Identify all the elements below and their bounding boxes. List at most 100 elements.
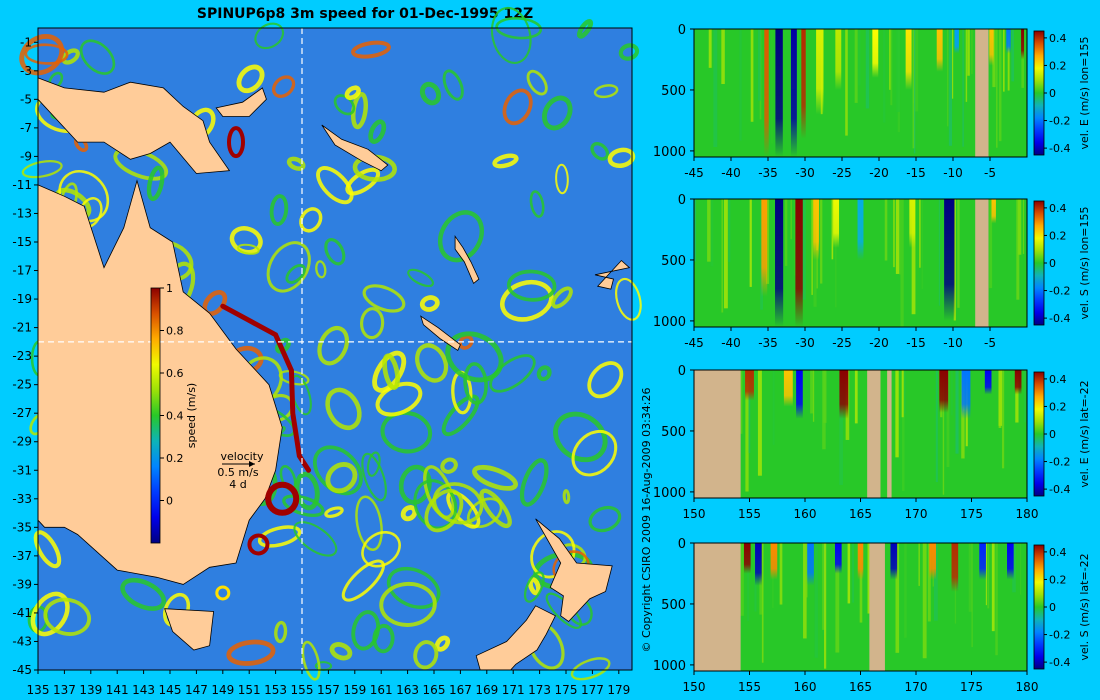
section-texture (758, 29, 761, 101)
velocity-core (1006, 29, 1010, 53)
velocity-core (761, 199, 767, 297)
section-texture (900, 199, 903, 326)
section-colorbar (1034, 545, 1044, 669)
section-colorbar-tick-label: 0 (1049, 601, 1056, 614)
section-panel-3: 150 155 160 165 170 175 180 0 500 1000 0.4 0.2 0 -0.2… (653, 364, 1091, 521)
velocity-core (744, 543, 751, 573)
section-texture (885, 199, 888, 261)
map-y-tick-label: -1 (20, 35, 32, 49)
section-x-tick-label: -45 (684, 336, 704, 350)
speed-colorbar (151, 288, 160, 543)
section-texture (896, 29, 900, 112)
section-y-tick-label: 1000 (653, 659, 686, 674)
section-x-tick-label: -5 (984, 166, 996, 180)
velocity-core (816, 29, 823, 114)
section-x-tick-label: 175 (960, 680, 983, 694)
velocity-core (813, 199, 819, 260)
figure-title: SPINUP6p8 3m speed for 01-Dec-1995 12Z (197, 6, 533, 22)
copyright-notice: © Copyright CSIRO 2009 16-Aug-2009 03:34… (640, 387, 653, 652)
velocity-core (839, 370, 848, 419)
map-y-tick-label: -39 (12, 577, 32, 591)
section-texture (791, 199, 792, 239)
section-x-tick-label: 175 (960, 507, 983, 521)
section-texture (987, 543, 989, 608)
section-texture (919, 543, 920, 586)
section-x-tick-label: -30 (795, 166, 815, 180)
velocity-core (1007, 543, 1014, 580)
map-x-tick-label: 147 (185, 683, 208, 697)
velocity-core (954, 29, 958, 53)
section-texture (919, 199, 921, 268)
velocity-core (795, 199, 802, 327)
section-x-tick-label: 150 (683, 507, 706, 521)
section-y-tick-label: 500 (661, 598, 686, 613)
section-texture (895, 370, 898, 457)
map-x-tick-label: 151 (238, 683, 261, 697)
velocity-core (833, 199, 839, 248)
section-colorbar-tick-label: 0.4 (1049, 546, 1067, 559)
section-texture (845, 29, 848, 136)
map-y-tick-label: -43 (12, 634, 32, 648)
colorbar-tick-label: 0.2 (166, 452, 184, 465)
section-x-tick-label: -25 (832, 336, 852, 350)
map-y-tick-label: -17 (12, 264, 32, 278)
section-texture (1002, 370, 1004, 468)
section-y-tick-label: 1000 (653, 315, 686, 330)
section-texture (951, 370, 953, 415)
section-texture (848, 543, 851, 603)
map-y-tick-label: -29 (12, 435, 32, 449)
bathymetry-mask (694, 370, 741, 498)
map-x-tick-label: 157 (317, 683, 340, 697)
section-texture (917, 199, 919, 265)
map-x-tick-label: 159 (343, 683, 366, 697)
velocity-core (801, 29, 805, 139)
section-y-tick-label: 500 (661, 84, 686, 99)
map-y-tick-label: -35 (12, 520, 32, 534)
section-y-tick-label: 0 (678, 364, 686, 379)
section-y-tick-label: 1000 (653, 145, 686, 160)
velocity-core (745, 370, 754, 400)
section-texture (949, 29, 952, 146)
section-texture (780, 543, 783, 605)
map-y-tick-label: -9 (20, 149, 32, 163)
velocity-core (1021, 29, 1024, 59)
section-colorbar-tick-label: 0.4 (1049, 202, 1067, 215)
map-x-tick-label: 161 (370, 683, 393, 697)
section-texture (995, 543, 998, 655)
section-texture (811, 199, 812, 295)
section-colorbar-tick-label: 0.2 (1049, 573, 1067, 586)
section-texture (999, 370, 1002, 428)
section-colorbar-tick-label: 0 (1049, 87, 1056, 100)
colorbar-tick-label: 1 (166, 282, 173, 295)
section-y-tick-label: 500 (661, 254, 686, 269)
section-texture (1020, 543, 1021, 595)
section-x-tick-label: -35 (758, 336, 778, 350)
map-x-tick-label: 137 (53, 683, 76, 697)
section-texture (966, 29, 967, 102)
section-x-tick-label: 155 (738, 507, 761, 521)
section-colorbar-tick-label: 0.2 (1049, 59, 1067, 72)
section-texture (709, 29, 712, 68)
map-x-tick-label: 139 (79, 683, 102, 697)
section-texture (967, 29, 970, 76)
section-texture (986, 543, 987, 605)
section-x-tick-label: -40 (721, 336, 741, 350)
map-y-tick-label: -5 (20, 92, 32, 106)
section-texture (1011, 29, 1014, 81)
map-y-tick-label: -19 (12, 292, 32, 306)
bathymetry-mask (869, 543, 885, 671)
velocity-core (807, 543, 814, 586)
colorbar-tick-label: 0.4 (166, 410, 184, 423)
section-colorbar (1034, 372, 1044, 496)
colorbar-tick-label: 0.6 (166, 367, 184, 380)
section-texture (999, 29, 1002, 141)
section-texture (707, 199, 711, 262)
section-colorbar-tick-label: 0.4 (1049, 373, 1067, 386)
section-colorbar-tick-label: 0.4 (1049, 32, 1067, 45)
velocity-core (858, 199, 864, 260)
section-texture (762, 543, 764, 663)
map-y-tick-label: -23 (12, 349, 32, 363)
velocity-core (937, 29, 943, 72)
section-panel-1: -45 -40 -35 -30 -25 -20 -15 -10 -5050010000.40.2… (653, 23, 1091, 180)
